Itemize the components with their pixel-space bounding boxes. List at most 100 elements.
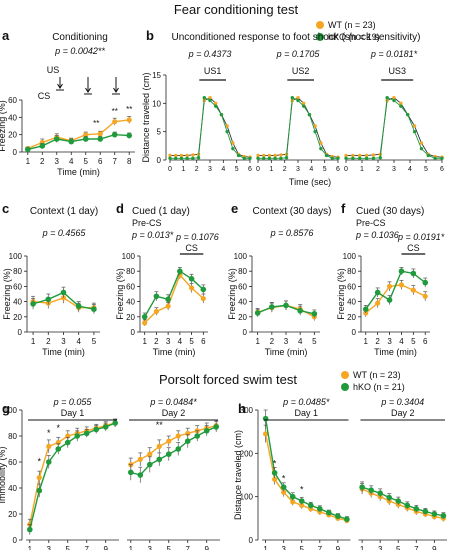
b-xtick-label: 5: [323, 166, 327, 173]
b-wt-point: [273, 153, 277, 158]
b-wt-point: [364, 153, 369, 158]
b-wt-point: [185, 153, 189, 158]
h-xtick-label: 7: [318, 545, 323, 550]
d-cs-label: CS: [185, 243, 198, 253]
h-wt-point: [272, 476, 278, 482]
b-hko-point: [262, 156, 266, 160]
g-hko-point: [127, 469, 134, 476]
b-wt-point: [256, 153, 260, 158]
h-hko-point: [262, 415, 269, 422]
b-hko-point: [412, 129, 417, 134]
g-wt-line: [130, 424, 217, 466]
f-xtick-label: 4: [399, 337, 404, 346]
b-xtick-label: 3: [208, 166, 212, 173]
f-xtick-label: 1: [364, 337, 369, 346]
h-hko-point: [280, 484, 287, 490]
f-hko-point: [398, 268, 405, 275]
f-xlabel: Time (min): [374, 347, 417, 357]
h-xtick-label: 1: [263, 545, 268, 550]
g-hko-point: [102, 424, 109, 430]
h-ytick-label: 100: [240, 493, 254, 502]
g-stat-day1: p = 0.055: [53, 397, 93, 407]
b-wt-point: [302, 101, 306, 106]
g-wt-point: [147, 451, 153, 457]
g-xtick-label: 3: [47, 545, 52, 550]
h-hko-point: [359, 484, 365, 490]
b-hko-point: [406, 112, 410, 117]
g-ytick-label: 40: [8, 484, 17, 493]
a-hko-point: [53, 136, 60, 142]
c-xlabel: Time (min): [42, 347, 85, 357]
a-sig-7: **: [112, 107, 118, 116]
h-hko-point: [335, 513, 341, 519]
b-xtick-label: 2: [195, 166, 199, 173]
h-hko-point: [386, 494, 393, 501]
c-xtick-label: 4: [76, 337, 81, 346]
a-shock-arrow-head: [57, 83, 63, 89]
f-xtick-label: 2: [375, 337, 380, 346]
b-xtick-label: 1: [269, 166, 273, 173]
d-precs-label: Pre-CS: [132, 218, 162, 228]
a-hko-point: [126, 132, 133, 139]
panel-a-letter: a: [2, 28, 10, 43]
h-xtick-label: 5: [300, 545, 305, 550]
e-ytick-label: 20: [238, 313, 247, 322]
b-xlabel: Time (sec): [289, 177, 331, 187]
b-wt-point: [296, 95, 300, 100]
b-xtick-label: 2: [283, 166, 287, 173]
a-ytick-label: 40: [8, 113, 17, 122]
d-hko-point: [141, 314, 148, 320]
f-stat-cs: p = 0.0191*: [397, 232, 445, 242]
e-stat: p = 0.8576: [270, 228, 314, 238]
panel-g: g 0 20 40 60 80 100 Immobility (%) 1 3 5 7 9 p = 0.05…: [0, 397, 220, 550]
d-ytick-label: 60: [126, 282, 135, 291]
b-hko-point: [290, 95, 294, 100]
b-hko-point: [319, 146, 323, 151]
legend-2: WT (n = 23) hKO (n = 21): [341, 370, 405, 392]
a-hko-point: [97, 136, 104, 142]
h-hko-point: [344, 516, 350, 522]
d-hko-point: [153, 293, 160, 300]
b-hko-point: [440, 156, 444, 160]
c-ytick-label: 40: [13, 298, 22, 307]
f-stat-precs: p = 0.1036: [355, 230, 399, 240]
a-ytick-label: 20: [8, 131, 17, 140]
f-wt-point: [410, 287, 416, 293]
panel-h-letter: h: [238, 401, 246, 416]
b-ytick-label: 10: [152, 99, 161, 108]
g-ylabel: Immobility (%): [0, 446, 7, 503]
b-xtick-label: 4: [309, 166, 313, 173]
a-ylabel: Freezing (%): [0, 100, 7, 152]
b-wt-point: [174, 153, 178, 158]
h-hko-line: [361, 486, 444, 517]
b-wt-point: [412, 124, 417, 128]
e-hko-point: [297, 307, 303, 314]
g-ytick-label: 80: [8, 432, 17, 441]
e-hko-point: [283, 302, 289, 309]
b-stat-1: p = 0.4373: [188, 49, 232, 59]
b-wt-line: [258, 97, 339, 158]
h-hko-line: [264, 418, 348, 520]
h-wt-point: [299, 502, 305, 508]
b-wt-point: [392, 95, 396, 100]
e-ytick-label: 80: [238, 267, 247, 276]
b-hko-point: [231, 146, 235, 151]
d-stat-precs: p = 0.013*: [131, 230, 174, 240]
legend2-hko-label: hKO (n = 21): [353, 382, 405, 392]
b-hko-point: [191, 156, 195, 160]
legend-1: WT (n = 23) hKO (n = 19): [316, 20, 380, 42]
b-wt-line: [170, 97, 251, 158]
a-xtick-label: 7: [112, 157, 117, 166]
b-hko-point: [273, 156, 277, 160]
b-wt-point: [351, 153, 355, 158]
b-xtick-label: 6: [440, 166, 444, 173]
b-wt-point: [191, 153, 195, 157]
b-hko-point: [324, 153, 329, 158]
g-wt-line: [29, 422, 116, 525]
a-xtick-label: 8: [127, 157, 132, 166]
e-xlabel: Time (min): [265, 347, 308, 357]
d-xtick-label: 2: [154, 337, 159, 346]
h-wt-point: [263, 431, 269, 437]
